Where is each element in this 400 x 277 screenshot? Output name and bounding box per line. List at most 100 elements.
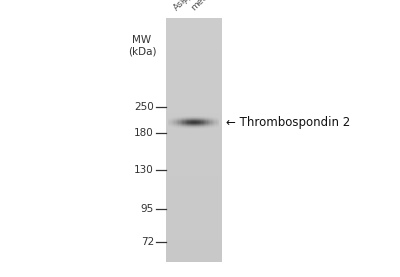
Bar [166,74,222,76]
Bar [166,237,222,240]
Bar [166,125,222,128]
Bar [166,186,222,189]
Bar [166,98,222,101]
Bar [166,208,222,211]
Bar [166,101,222,103]
Bar [166,50,222,52]
Bar [166,235,222,237]
Bar [166,103,222,106]
Bar [166,159,222,162]
Bar [166,111,222,113]
Bar [166,135,222,137]
Bar [166,47,222,50]
Text: ← Thrombospondin 2: ← Thrombospondin 2 [226,116,350,129]
Bar [166,184,222,186]
Bar [166,145,222,147]
Bar [166,245,222,247]
Bar [166,164,222,167]
Bar [166,140,222,142]
Bar [166,42,222,45]
Bar [166,240,222,242]
Bar [166,94,222,96]
Bar [166,189,222,191]
Text: 180: 180 [134,128,154,138]
Bar [166,35,222,37]
Bar [166,18,222,262]
Bar [166,45,222,47]
Bar [166,76,222,79]
Bar [166,30,222,33]
Bar [166,201,222,203]
Bar [166,72,222,74]
Bar [166,55,222,57]
Bar [166,213,222,216]
Bar [166,220,222,223]
Bar [166,33,222,35]
Bar [166,79,222,81]
Bar [166,157,222,159]
Bar [166,137,222,140]
Bar [166,216,222,218]
Bar [166,257,222,259]
Bar [166,147,222,150]
Bar [166,150,222,152]
Bar [166,247,222,250]
Bar [166,84,222,86]
Text: MW
(kDa): MW (kDa) [128,35,156,57]
Bar [166,242,222,245]
Bar [166,40,222,42]
Bar [166,106,222,108]
Bar [166,25,222,28]
Bar [166,155,222,157]
Bar [166,167,222,169]
Text: 130: 130 [134,165,154,175]
Bar [166,252,222,255]
Bar [166,57,222,60]
Bar [166,211,222,213]
Bar [166,96,222,98]
Bar [166,116,222,118]
Bar [166,37,222,40]
Bar [166,179,222,181]
Bar [166,18,222,20]
Bar [166,89,222,91]
Bar [166,223,222,225]
Text: 95: 95 [141,204,154,214]
Bar [166,162,222,164]
Bar [166,118,222,120]
Bar [166,86,222,89]
Text: AsPC-1: AsPC-1 [172,0,200,12]
Bar [166,232,222,235]
Bar [166,225,222,228]
Bar [166,194,222,196]
Bar [166,123,222,125]
Bar [166,81,222,84]
Bar [166,120,222,123]
Bar [166,174,222,176]
Bar [166,228,222,230]
Bar [166,23,222,25]
Bar [166,20,222,23]
Bar [166,218,222,220]
Bar [166,67,222,69]
Bar [166,255,222,257]
Bar [166,198,222,201]
Bar [166,64,222,67]
Bar [166,52,222,55]
Bar [166,196,222,198]
Bar [166,250,222,252]
Bar [166,69,222,72]
Bar [166,171,222,174]
Bar [166,133,222,135]
Bar [166,206,222,208]
Bar [166,152,222,155]
Text: 250: 250 [134,102,154,112]
Text: 72: 72 [141,237,154,247]
Bar [166,128,222,130]
Bar [166,259,222,262]
Bar [166,62,222,64]
Bar [166,108,222,111]
Bar [166,91,222,94]
Bar [166,181,222,184]
Text: AsPC-1 conditioned
medium: AsPC-1 conditioned medium [182,0,258,12]
